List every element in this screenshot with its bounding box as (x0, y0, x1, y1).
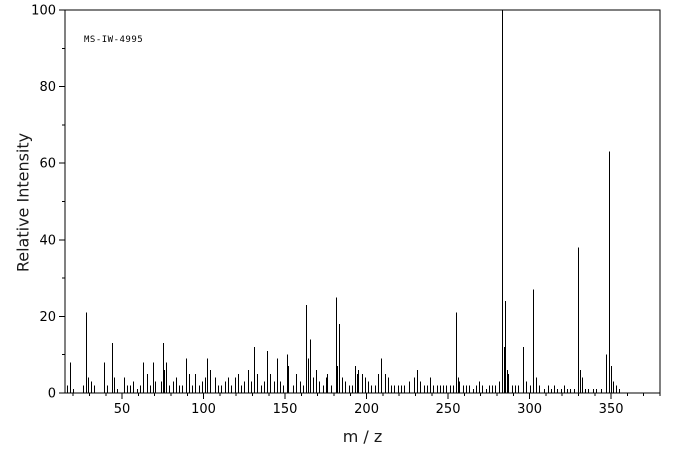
axis-tick-labels: 50 100 150 200 250 300 350 0 20 40 60 80 100 (31, 4, 623, 418)
plot-frame (64, 9, 661, 394)
x-axis-title: m / z (342, 427, 383, 446)
spectrum-id-label: MS-IW-4995 (84, 35, 144, 45)
y-tick-label: 100 (31, 4, 56, 19)
y-tick-label: 0 (48, 387, 56, 402)
x-tick-label: 300 (517, 402, 542, 417)
y-tick-label: 20 (39, 310, 56, 325)
axis-ticks (59, 9, 661, 399)
y-tick-label: 40 (39, 233, 56, 248)
x-tick-label: 150 (273, 402, 298, 417)
y-axis-title: Relative Intensity (13, 132, 33, 273)
x-tick-label: 350 (599, 402, 624, 417)
x-tick-label: 50 (114, 402, 131, 417)
y-tick-label: 60 (39, 157, 56, 172)
x-tick-label: 200 (354, 402, 379, 417)
x-tick-label: 100 (191, 402, 216, 417)
plot-border (64, 9, 661, 394)
peaks-group (67, 10, 620, 393)
y-tick-label: 80 (39, 80, 56, 95)
x-tick-label: 250 (436, 402, 461, 417)
